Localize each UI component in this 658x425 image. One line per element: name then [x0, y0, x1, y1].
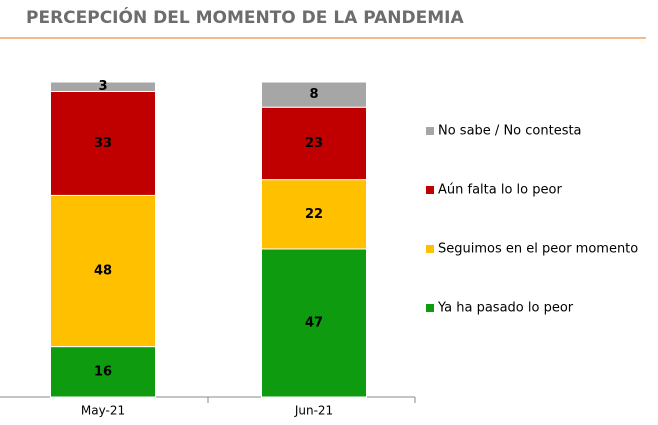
data-label: 33 [94, 136, 112, 151]
bar-segment [261, 179, 367, 250]
legend-label: Seguimos en el peor momento [438, 242, 638, 257]
legend-swatch [426, 186, 434, 194]
legend-label: Ya ha pasado lo peor [437, 301, 574, 316]
bar-segment [261, 248, 367, 398]
data-label: 22 [305, 207, 323, 222]
legend-swatch [426, 304, 434, 312]
legend-label: Aún falta lo lo peor [438, 183, 562, 198]
data-label: 23 [305, 136, 323, 151]
legend-label: No sabe / No contesta [438, 124, 582, 139]
data-label: 47 [305, 315, 323, 330]
bar-segment [261, 106, 367, 181]
data-label: 16 [94, 364, 112, 379]
bar-segment [50, 81, 156, 92]
data-label: 8 [309, 87, 318, 102]
x-tick-label: Jun-21 [294, 404, 333, 418]
legend-swatch [426, 245, 434, 253]
x-tick-label: May-21 [81, 404, 125, 418]
bar-segment [50, 194, 156, 348]
legend-swatch [426, 127, 434, 135]
bar-segment [50, 90, 156, 196]
bar-segment [50, 346, 156, 398]
chart-title: PERCEPCIÓN DEL MOMENTO DE LA PANDEMIA [26, 6, 464, 28]
data-label: 48 [94, 264, 112, 279]
data-label: 3 [98, 79, 107, 94]
bar-segment [261, 81, 367, 108]
